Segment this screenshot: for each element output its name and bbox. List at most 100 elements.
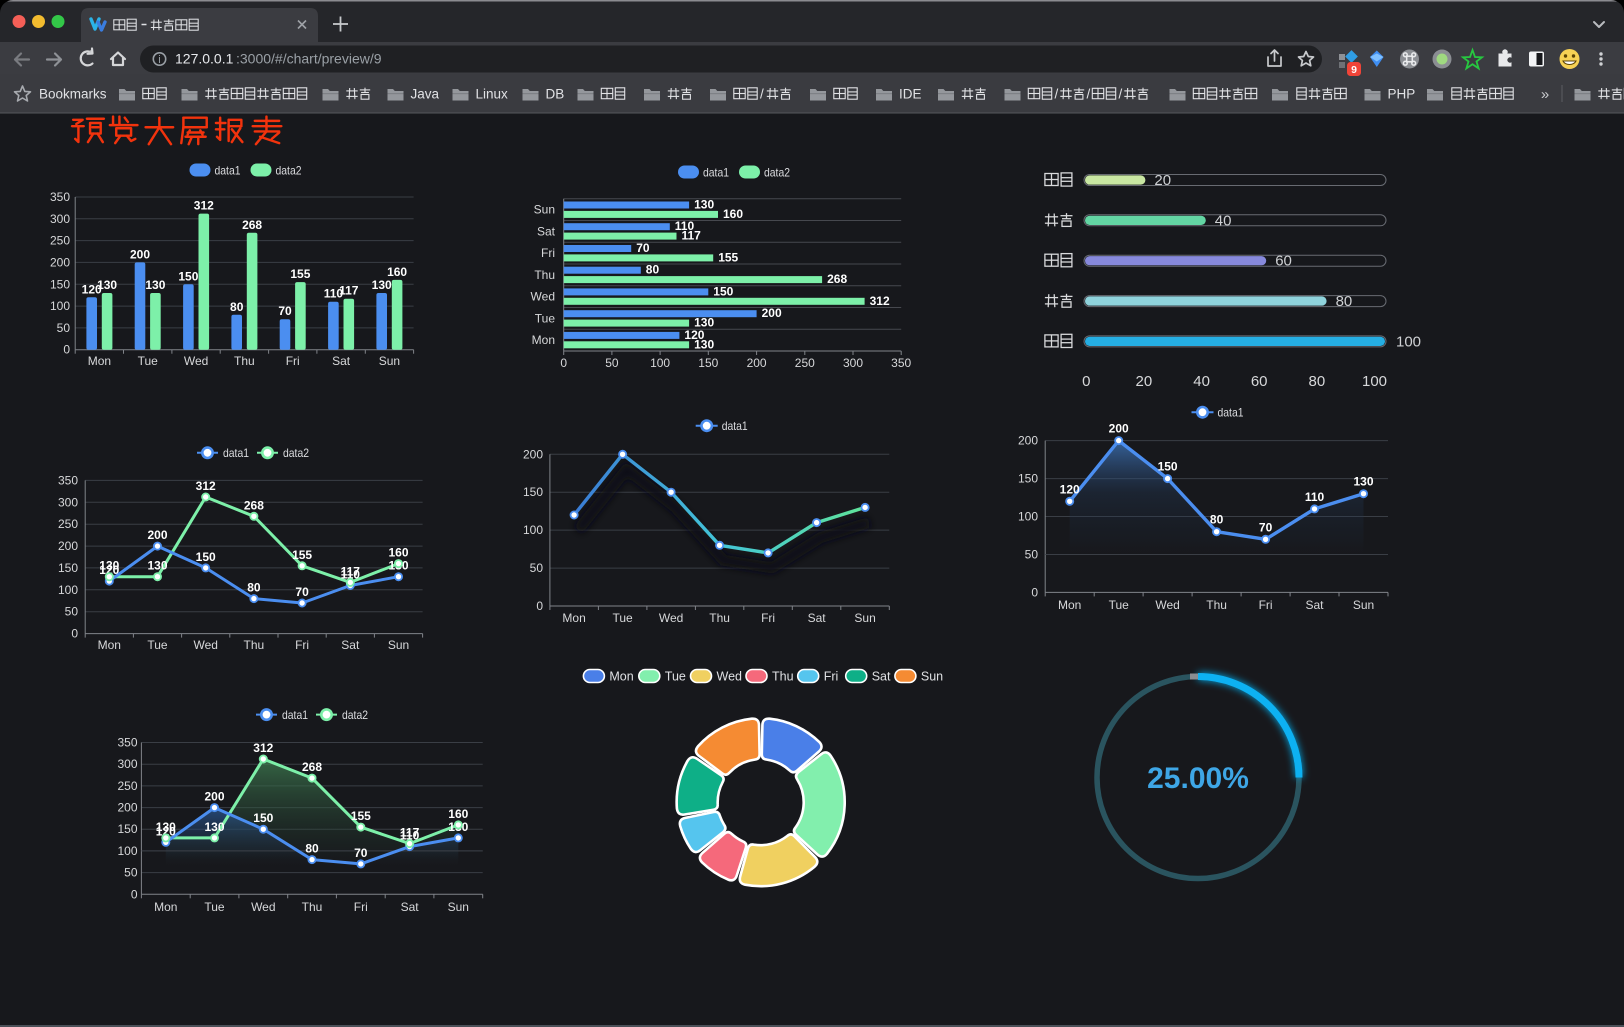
svg-text:350: 350 bbox=[891, 356, 911, 370]
svg-text:0: 0 bbox=[1031, 585, 1038, 599]
svg-text:312: 312 bbox=[253, 741, 273, 755]
svg-text:200: 200 bbox=[523, 447, 543, 461]
svg-text:110: 110 bbox=[341, 568, 361, 582]
svg-text:150: 150 bbox=[698, 356, 718, 370]
svg-text:9: 9 bbox=[1351, 64, 1357, 76]
svg-text:PHP: PHP bbox=[1388, 87, 1416, 102]
svg-text:312: 312 bbox=[870, 294, 890, 308]
svg-text:127.0.0.1: 127.0.0.1 bbox=[175, 51, 234, 67]
svg-text:300: 300 bbox=[58, 495, 78, 509]
svg-text:data1: data1 bbox=[722, 419, 748, 433]
svg-text:268: 268 bbox=[827, 272, 847, 286]
svg-text:Thu: Thu bbox=[772, 669, 794, 683]
svg-text:Mon: Mon bbox=[1058, 598, 1081, 612]
svg-text:200: 200 bbox=[1109, 422, 1129, 436]
svg-text:300: 300 bbox=[843, 356, 863, 370]
svg-text:Sun: Sun bbox=[921, 669, 943, 683]
svg-text:250: 250 bbox=[117, 779, 137, 793]
svg-text:/: / bbox=[1119, 87, 1123, 102]
svg-text:80: 80 bbox=[646, 263, 660, 277]
svg-text:200: 200 bbox=[147, 528, 167, 542]
svg-text:Sat: Sat bbox=[401, 900, 420, 914]
svg-text:Tue: Tue bbox=[204, 900, 225, 914]
svg-text:Fri: Fri bbox=[1259, 598, 1273, 612]
svg-text:Java: Java bbox=[411, 87, 440, 102]
svg-text:60: 60 bbox=[1251, 373, 1268, 390]
svg-text:Wed: Wed bbox=[251, 900, 275, 914]
svg-text:data1: data1 bbox=[703, 165, 729, 179]
svg-text:100: 100 bbox=[1018, 510, 1038, 524]
svg-text:250: 250 bbox=[795, 356, 815, 370]
svg-text:130: 130 bbox=[694, 337, 714, 351]
svg-text:Tue: Tue bbox=[535, 311, 556, 325]
svg-text:Sun: Sun bbox=[1353, 598, 1374, 612]
svg-text:Thu: Thu bbox=[709, 611, 730, 625]
svg-text:70: 70 bbox=[354, 846, 368, 860]
svg-text:130: 130 bbox=[372, 278, 392, 292]
svg-text:Tue: Tue bbox=[612, 611, 633, 625]
svg-text:130: 130 bbox=[694, 316, 714, 330]
svg-text:120: 120 bbox=[1060, 482, 1080, 496]
svg-text:0: 0 bbox=[131, 887, 138, 901]
svg-text:data2: data2 bbox=[764, 165, 790, 179]
svg-text:Sun: Sun bbox=[388, 638, 409, 652]
svg-text:130: 130 bbox=[97, 278, 117, 292]
svg-text:Mon: Mon bbox=[532, 333, 555, 347]
svg-text:Sat: Sat bbox=[1305, 598, 1324, 612]
svg-text:Wed: Wed bbox=[184, 354, 208, 368]
svg-text:130: 130 bbox=[99, 559, 119, 573]
svg-text:120: 120 bbox=[99, 563, 119, 577]
svg-text:300: 300 bbox=[117, 757, 137, 771]
svg-text:60: 60 bbox=[1275, 253, 1292, 270]
svg-text:i: i bbox=[158, 54, 160, 66]
svg-text:20: 20 bbox=[1136, 373, 1153, 390]
svg-text:Fri: Fri bbox=[354, 900, 368, 914]
svg-text:200: 200 bbox=[747, 356, 767, 370]
svg-text:150: 150 bbox=[117, 822, 137, 836]
svg-text:Tue: Tue bbox=[138, 354, 159, 368]
svg-text:/: / bbox=[1055, 87, 1059, 102]
svg-text:100: 100 bbox=[1362, 373, 1387, 390]
svg-text:150: 150 bbox=[50, 277, 70, 291]
svg-text:160: 160 bbox=[723, 207, 743, 221]
svg-text:117: 117 bbox=[400, 826, 420, 840]
svg-text:Sat: Sat bbox=[341, 638, 360, 652]
svg-text:50: 50 bbox=[65, 605, 79, 619]
svg-text:Bookmarks: Bookmarks bbox=[39, 87, 107, 102]
svg-text:120: 120 bbox=[684, 328, 704, 342]
svg-text:80: 80 bbox=[247, 581, 261, 595]
svg-text:40: 40 bbox=[1193, 373, 1210, 390]
svg-text:110: 110 bbox=[675, 219, 695, 233]
svg-text:Tue: Tue bbox=[147, 638, 168, 652]
svg-text:0: 0 bbox=[63, 343, 70, 357]
svg-text:Sat: Sat bbox=[537, 224, 556, 238]
svg-text:117: 117 bbox=[339, 284, 359, 298]
svg-text:data1: data1 bbox=[223, 446, 249, 460]
svg-text:0: 0 bbox=[536, 599, 543, 613]
svg-text:80: 80 bbox=[230, 300, 244, 314]
svg-text:150: 150 bbox=[1018, 472, 1038, 486]
svg-text:268: 268 bbox=[242, 218, 262, 232]
svg-text:155: 155 bbox=[351, 809, 371, 823]
svg-text:155: 155 bbox=[290, 267, 310, 281]
svg-text:Fri: Fri bbox=[286, 354, 300, 368]
svg-text:268: 268 bbox=[302, 760, 322, 774]
svg-text:70: 70 bbox=[278, 304, 292, 318]
svg-text:data2: data2 bbox=[283, 446, 309, 460]
svg-text:120: 120 bbox=[82, 282, 102, 296]
svg-text:»: » bbox=[1541, 86, 1549, 103]
svg-text:Fri: Fri bbox=[541, 246, 555, 260]
svg-text:Wed: Wed bbox=[659, 611, 683, 625]
svg-text:350: 350 bbox=[50, 190, 70, 204]
svg-text:80: 80 bbox=[1336, 293, 1353, 310]
svg-text:155: 155 bbox=[718, 250, 738, 264]
svg-text:80: 80 bbox=[1309, 373, 1326, 390]
svg-text:150: 150 bbox=[178, 269, 198, 283]
svg-text:200: 200 bbox=[1018, 434, 1038, 448]
svg-text:160: 160 bbox=[448, 807, 468, 821]
svg-text:117: 117 bbox=[341, 564, 361, 578]
svg-text:Thu: Thu bbox=[234, 354, 255, 368]
svg-text:117: 117 bbox=[682, 229, 702, 243]
svg-text:Mon: Mon bbox=[98, 638, 121, 652]
svg-text:200: 200 bbox=[117, 801, 137, 815]
